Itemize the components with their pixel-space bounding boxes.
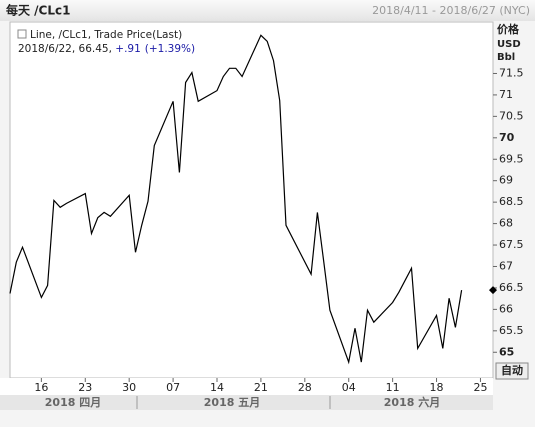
header-bar [0, 0, 535, 21]
x-tick-label: 30 [122, 381, 136, 394]
auto-button[interactable] [495, 362, 529, 380]
price-line [9, 34, 463, 365]
x-tick-label: 07 [166, 381, 180, 394]
y-tick-label: 67.5 [499, 238, 524, 251]
x-tick-label: 11 [386, 381, 400, 394]
x-tick-label: 21 [254, 381, 268, 394]
y-tick-label: 66 [499, 302, 513, 315]
x-tick-label: 23 [78, 381, 92, 394]
y-axis-label: Bbl [497, 52, 515, 63]
legend-change-pct: (+1.39%) [145, 43, 195, 55]
x-tick-label: 28 [298, 381, 312, 394]
legend-change: +.91 [115, 43, 141, 55]
last-price-marker [489, 286, 497, 295]
x-tick-label: 04 [342, 381, 356, 394]
y-tick-label: 71.5 [499, 66, 524, 79]
chart-title: 每天 /CLc1 [6, 3, 70, 18]
legend-info: 2018/6/22, 66.45, +.91 (+1.39%) [18, 43, 195, 55]
legend-icon [17, 29, 27, 39]
x-tick-label: 16 [34, 381, 48, 394]
y-tick-label: 71 [499, 88, 513, 101]
month-label: 2018 五月 [204, 396, 260, 409]
y-tick-label: 70.5 [499, 109, 524, 122]
y-tick-label: 68.5 [499, 195, 524, 208]
date-range: 2018/4/11 - 2018/6/27 (NYC) [372, 4, 530, 17]
y-tick-label: 69 [499, 174, 513, 187]
legend-date: 2018/6/22, 66.45, [18, 43, 112, 55]
y-tick-label: 66.5 [499, 281, 524, 294]
x-tick-label: 14 [210, 381, 224, 394]
month-label: 2018 六月 [384, 395, 440, 409]
plot-area [9, 21, 494, 379]
month-bar [0, 395, 493, 410]
legend [14, 26, 209, 58]
y-tick-label: 67 [499, 259, 513, 272]
x-tick-label: 25 [473, 381, 487, 394]
y-axis-label: USD [497, 39, 521, 50]
y-tick-label: 65 [499, 345, 514, 358]
y-tick-label: 69.5 [499, 152, 524, 165]
y-tick-label: 70 [499, 131, 515, 144]
x-tick-label: 18 [430, 381, 444, 394]
y-axis-label: 价格 [497, 22, 520, 36]
y-tick-label: 68 [499, 217, 513, 230]
x-axis-area [0, 378, 493, 395]
y-tick-label: 65.5 [499, 324, 524, 337]
month-label: 2018 四月 [45, 396, 101, 409]
auto-button-label[interactable]: 自动 [501, 363, 523, 377]
legend-title: Line, /CLc1, Trade Price(Last) [30, 29, 182, 41]
